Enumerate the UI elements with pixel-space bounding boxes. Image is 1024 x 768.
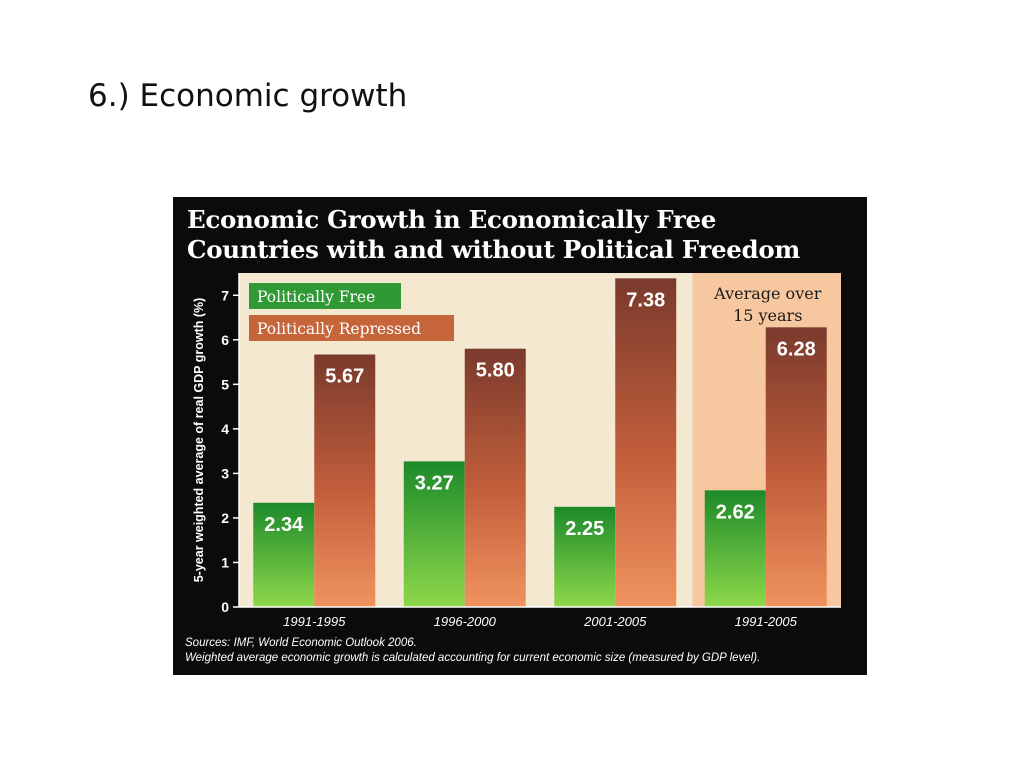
bar-value-label: 6.28 <box>777 338 816 360</box>
chart-sources: Sources: IMF, World Economic Outlook 200… <box>185 636 865 666</box>
bar-value-label: 2.62 <box>716 501 755 523</box>
bar-value-label: 2.25 <box>565 518 604 540</box>
chart-title: Economic Growth in Economically Free Cou… <box>187 205 857 265</box>
x-tick-label: 1996-2000 <box>434 614 497 629</box>
y-tick-label: 6 <box>221 332 229 348</box>
y-tick-label: 2 <box>221 510 229 526</box>
chart-title-line-1: Economic Growth in Economically Free <box>187 205 717 234</box>
sources-line-1: Sources: IMF, World Economic Outlook 200… <box>185 637 417 649</box>
bar-value-label: 5.67 <box>325 365 364 387</box>
chart-panel: Economic Growth in Economically Free Cou… <box>173 197 867 675</box>
y-tick-label: 0 <box>221 599 229 615</box>
legend-label: Politically Free <box>257 288 375 306</box>
y-tick-label: 1 <box>221 554 229 570</box>
bar-repressed <box>765 327 827 607</box>
x-tick-label: 1991-2005 <box>735 614 798 629</box>
bar-repressed <box>464 348 526 607</box>
y-tick-label: 3 <box>221 465 229 481</box>
bar-value-label: 5.80 <box>476 360 515 382</box>
highlight-label: Average over <box>713 284 822 303</box>
x-tick-label: 1991-1995 <box>283 614 346 629</box>
bar-free <box>704 490 766 607</box>
y-tick-label: 4 <box>221 421 229 437</box>
bar-value-label: 3.27 <box>415 472 454 494</box>
legend-item-repressed <box>249 315 454 341</box>
chart-title-line-2: Countries with and without Political Fre… <box>187 235 801 264</box>
y-tick-label: 5 <box>221 376 229 392</box>
bar-free <box>253 502 315 607</box>
bar-value-label: 2.34 <box>264 514 304 536</box>
x-tick-label: 2001-2005 <box>583 614 647 629</box>
bar-free <box>554 506 616 607</box>
bar-value-label: 7.38 <box>626 289 665 311</box>
bar-free <box>403 461 465 607</box>
bar-chart: Average over 15 years 2.34 5.67 1991-1995 3.2… <box>192 273 841 629</box>
y-axis-label: 5-year weighted average of real GDP grow… <box>192 298 206 583</box>
bar-repressed <box>615 278 677 607</box>
bar-repressed <box>314 354 376 607</box>
legend-item-free <box>249 283 401 309</box>
slide-title: 6.) Economic growth <box>88 78 408 114</box>
sources-line-2: Weighted average economic growth is calc… <box>185 652 761 664</box>
highlight-label: 15 years <box>733 306 802 325</box>
y-tick-label: 7 <box>221 287 229 303</box>
legend-label: Politically Repressed <box>257 320 421 338</box>
